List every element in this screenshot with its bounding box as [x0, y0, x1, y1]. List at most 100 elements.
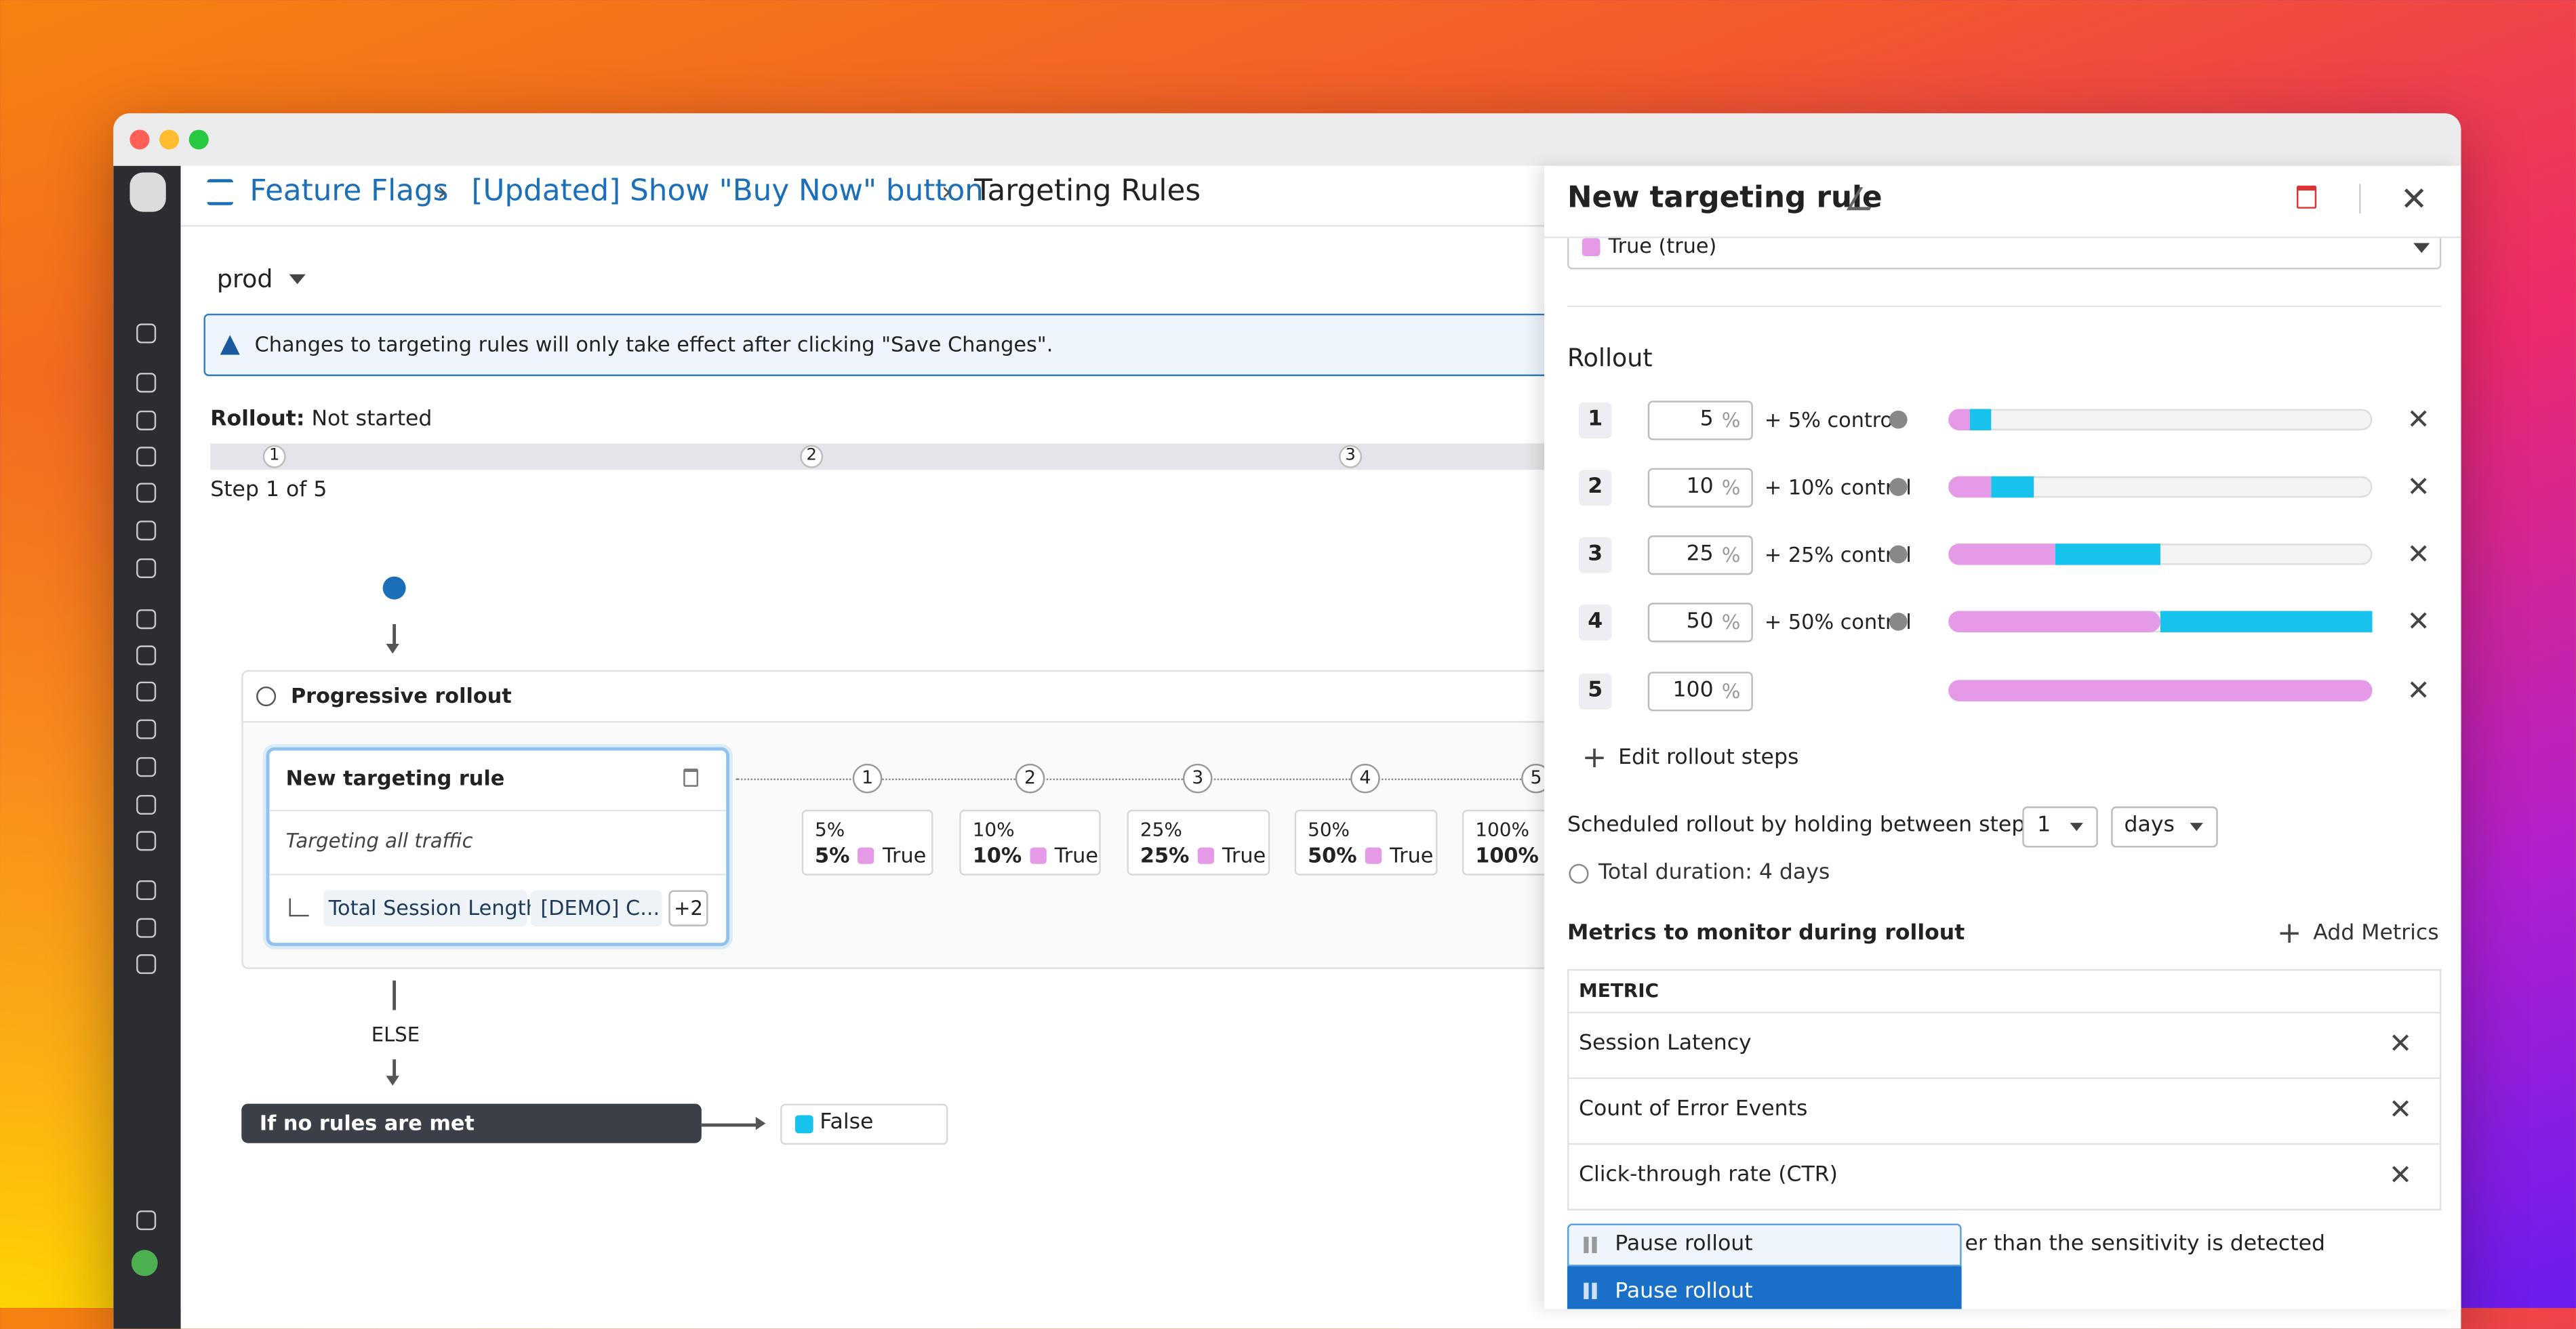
- nav-icon[interactable]: [136, 609, 157, 630]
- step-badge: [1578, 673, 1612, 710]
- rollout-status: Rollout: Not started: [210, 404, 432, 436]
- else-label: ELSE: [371, 1023, 420, 1046]
- percent-input[interactable]: [1647, 535, 1753, 575]
- card-divider: [269, 874, 727, 876]
- nav-icon[interactable]: [136, 410, 157, 430]
- hold-select[interactable]: [2022, 806, 2098, 848]
- nav-icon[interactable]: [136, 681, 157, 701]
- nav-icon[interactable]: [136, 880, 157, 901]
- bar-segment-variant: [1948, 409, 1970, 430]
- step-box: [1127, 809, 1270, 876]
- breadcrumb-item: Targeting Rules: [974, 173, 1201, 209]
- progress-step-label: 3: [1345, 447, 1356, 465]
- percent-input[interactable]: [1647, 468, 1753, 508]
- step-top-label: 5%: [815, 817, 845, 841]
- nav-icon[interactable]: [136, 520, 157, 541]
- environment-select[interactable]: prod: [216, 264, 273, 294]
- percent-value: 10: [1686, 474, 1714, 499]
- action-select[interactable]: [1567, 1223, 1962, 1267]
- clock-icon: [256, 687, 277, 707]
- maximize-button[interactable]: [188, 129, 209, 150]
- remove-step[interactable]: ✕: [2407, 606, 2430, 639]
- step-box: [801, 809, 933, 876]
- percent-unit: %: [1721, 544, 1741, 567]
- step-badge-label: 1: [1588, 407, 1603, 432]
- remove-metric[interactable]: ✕: [2388, 1094, 2413, 1127]
- remove-step[interactable]: ✕: [2407, 471, 2430, 505]
- nav-icon[interactable]: [136, 323, 157, 344]
- nav-icon[interactable]: [136, 831, 157, 851]
- step-variant: 25% True: [1140, 839, 1266, 872]
- connector: [393, 623, 395, 647]
- remove-step[interactable]: ✕: [2407, 675, 2430, 708]
- remove-metric[interactable]: ✕: [2388, 1159, 2413, 1193]
- step-badge: [1578, 604, 1612, 641]
- add-icon: +: [1582, 740, 1607, 775]
- remove-step[interactable]: ✕: [2407, 404, 2430, 437]
- control-label: + 10% control: [1764, 474, 1912, 499]
- nav-icon[interactable]: [136, 1210, 157, 1231]
- percent-unit: %: [1721, 409, 1741, 432]
- step-badge: [1578, 470, 1612, 506]
- add-metrics[interactable]: Add Metrics: [2313, 921, 2439, 946]
- step-number: 3: [1192, 766, 1204, 789]
- false-swatch: [794, 1115, 813, 1134]
- nav-icon[interactable]: [136, 954, 157, 975]
- column-header: METRIC: [1578, 979, 1659, 1002]
- metric-name: Session Latency: [1578, 1031, 1752, 1057]
- remove-step[interactable]: ✕: [2407, 538, 2430, 572]
- nav-icon[interactable]: [136, 373, 157, 393]
- progress-dot: [1339, 445, 1363, 468]
- breadcrumb-item[interactable]: Feature Flags: [249, 173, 449, 209]
- percent-value: 25: [1686, 541, 1714, 567]
- delete-icon[interactable]: [683, 769, 698, 787]
- percent-input[interactable]: [1647, 602, 1753, 642]
- nav-icon[interactable]: [136, 483, 157, 503]
- rollout-heading: Rollout: [1567, 343, 1653, 373]
- schedule-label: Scheduled rollout by holding between ste…: [1567, 813, 2072, 838]
- rule-subtitle: Targeting all traffic: [285, 829, 473, 853]
- action-option[interactable]: [1567, 1266, 1962, 1309]
- dotted-line: [736, 778, 1558, 781]
- condition-text: er than the sensitivity is detected: [1965, 1231, 2325, 1256]
- nav-icon[interactable]: [136, 447, 157, 467]
- remove-metric[interactable]: ✕: [2388, 1028, 2413, 1061]
- step-badge-label: 2: [1588, 474, 1603, 499]
- total-duration: Total duration: 4 days: [1598, 860, 1830, 886]
- percent-input[interactable]: [1647, 401, 1753, 441]
- logo[interactable]: [129, 172, 166, 212]
- step-percent: 10%: [972, 842, 1022, 867]
- add-rule-button[interactable]: [382, 576, 406, 600]
- more-chips[interactable]: [668, 890, 708, 926]
- arrow-head: [755, 1116, 766, 1130]
- control-label: + 25% control: [1764, 541, 1912, 567]
- fallback-node: [241, 1103, 702, 1143]
- divider: [1567, 305, 2442, 308]
- table-row-border: [1567, 1077, 2442, 1080]
- percent-input[interactable]: [1647, 672, 1753, 712]
- variant-label: True: [882, 842, 927, 867]
- edit-rollout-steps[interactable]: Edit rollout steps: [1618, 745, 1799, 771]
- bar-segment-variant: [1948, 611, 2160, 633]
- fallback-value: False: [820, 1110, 874, 1135]
- breadcrumb-item[interactable]: [Updated] Show "Buy Now" button: [471, 173, 984, 209]
- step-variant: 5% True: [815, 839, 926, 872]
- nav-icon[interactable]: [136, 558, 157, 579]
- delete-button[interactable]: [2297, 185, 2317, 209]
- nav-icon[interactable]: [136, 918, 157, 938]
- user-avatar[interactable]: [131, 1250, 158, 1277]
- minimize-button[interactable]: [159, 129, 180, 150]
- nav-icon[interactable]: [136, 719, 157, 739]
- control-label: + 50% control: [1764, 609, 1912, 634]
- metric-name: Count of Error Events: [1578, 1097, 1808, 1122]
- nav-icon[interactable]: [136, 757, 157, 777]
- nav-icon[interactable]: [136, 645, 157, 666]
- arrow-head: [386, 1076, 399, 1086]
- sidebar: [113, 165, 181, 1329]
- hold-value: 1: [2037, 813, 2051, 838]
- close-button[interactable]: [129, 129, 150, 150]
- breadcrumb-separator: ›: [941, 176, 952, 207]
- clock-icon: [1569, 863, 1589, 884]
- close-panel[interactable]: ✕: [2400, 179, 2428, 219]
- nav-icon[interactable]: [136, 794, 157, 815]
